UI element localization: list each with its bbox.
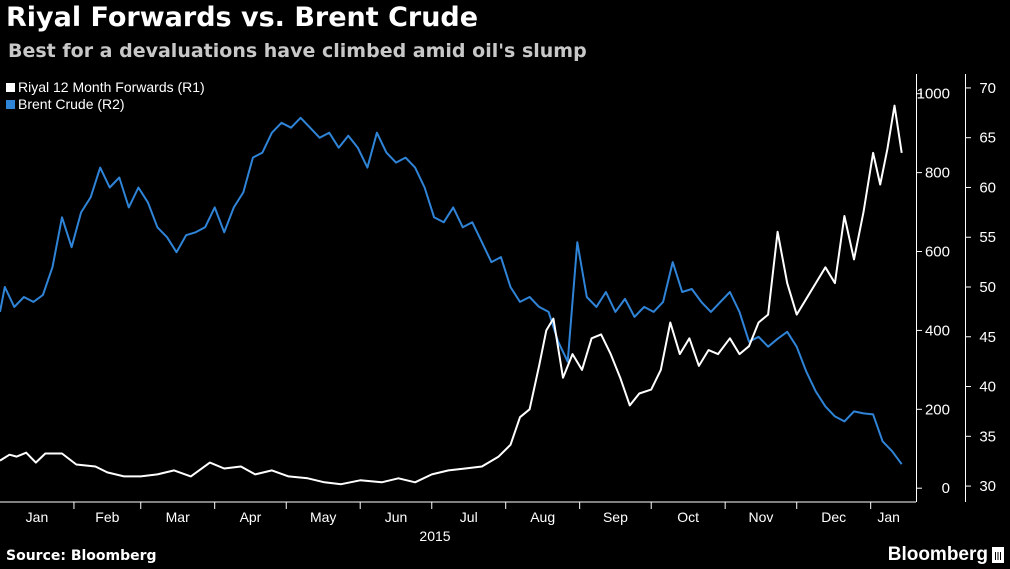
r2-tick-label: 40	[979, 379, 996, 396]
chart-subtitle: Best for a devaluations have climbed ami…	[8, 40, 587, 62]
bloomberg-mark-icon	[992, 547, 1004, 563]
x-tick-label: Jan	[877, 509, 900, 525]
r1-tick-label: 600	[925, 244, 950, 261]
r1-tick-label: 200	[925, 401, 950, 418]
bloomberg-logo: Bloomberg	[888, 544, 1004, 566]
series-line-brent	[0, 116, 903, 465]
x-tick-label: Sep	[603, 509, 628, 525]
x-tick-label: Oct	[677, 509, 699, 525]
x-tick-label: Dec	[821, 509, 846, 525]
legend-item-brent: Brent Crude (R2)	[6, 96, 205, 113]
legend-label-riyal: Riyal 12 Month Forwards (R1)	[18, 79, 205, 95]
x-year-label: 2015	[419, 528, 450, 544]
x-tick-label: Mar	[166, 509, 190, 525]
r1-tick-label: 800	[925, 165, 950, 182]
x-tick-label: Jun	[385, 509, 408, 525]
source-note: Source: Bloomberg	[6, 548, 157, 564]
r1-tick-label: 400	[925, 322, 950, 339]
legend-swatch-riyal	[6, 83, 15, 92]
x-tick-label: Nov	[748, 509, 773, 525]
x-tick-label: Jan	[26, 509, 49, 525]
r2-tick-label: 60	[979, 179, 996, 196]
series-line-riyal	[0, 104, 903, 486]
r1-tick-label: 1000	[917, 86, 950, 103]
logo-text: Bloomberg	[887, 544, 988, 565]
x-tick-label: Apr	[240, 509, 262, 525]
legend-item-riyal: Riyal 12 Month Forwards (R1)	[6, 79, 205, 96]
r2-tick-label: 65	[979, 130, 996, 147]
chart-title: Riyal Forwards vs. Brent Crude	[6, 2, 479, 33]
legend-swatch-brent	[6, 100, 15, 109]
r2-tick-label: 55	[979, 229, 996, 246]
chart-legend: Riyal 12 Month Forwards (R1) Brent Crude…	[6, 79, 205, 113]
x-tick-label: Feb	[95, 509, 119, 525]
x-tick-label: Aug	[530, 509, 555, 525]
r2-tick-label: 50	[979, 279, 996, 296]
r2-tick-label: 70	[979, 80, 996, 97]
x-tick-label: Jul	[460, 509, 478, 525]
legend-label-brent: Brent Crude (R2)	[18, 96, 125, 112]
x-tick-label: May	[310, 509, 336, 525]
r2-tick-label: 30	[979, 478, 996, 495]
r2-tick-label: 45	[979, 329, 996, 346]
r2-tick-label: 35	[979, 428, 996, 445]
r1-tick-label: 0	[942, 480, 950, 497]
